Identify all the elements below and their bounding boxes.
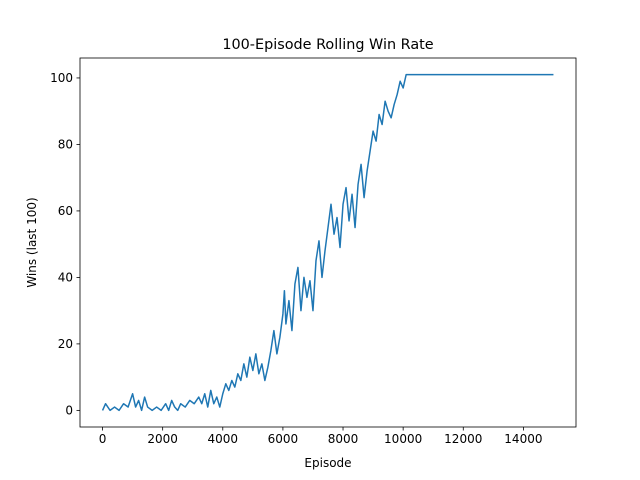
x-tick-label: 6000 [268, 432, 299, 446]
x-tick-label: 8000 [328, 432, 359, 446]
x-tick-label: 14000 [504, 432, 542, 446]
x-tick-label: 12000 [444, 432, 482, 446]
y-tick-label: 100 [50, 71, 73, 85]
y-tick-label: 0 [65, 404, 73, 418]
y-tick-label: 20 [58, 337, 73, 351]
y-tick-label: 80 [58, 138, 73, 152]
plot-area [80, 58, 576, 427]
x-axis-label: Episode [304, 456, 351, 470]
y-tick-label: 40 [58, 271, 73, 285]
y-axis-ticks: 0 20 40 60 80 100 [50, 71, 80, 418]
axes-frame [79, 57, 577, 428]
y-tick-label: 60 [58, 204, 73, 218]
y-axis-label: Wins (last 100) [25, 197, 39, 287]
series-line [101, 73, 554, 412]
x-tick-label: 0 [99, 432, 107, 446]
chart-title: 100-Episode Rolling Win Rate [222, 37, 433, 53]
x-axis-ticks: 0 2000 4000 6000 8000 10000 12000 14000 [99, 427, 542, 446]
x-tick-label: 4000 [208, 432, 239, 446]
x-tick-label: 2000 [147, 432, 178, 446]
x-tick-label: 10000 [384, 432, 422, 446]
